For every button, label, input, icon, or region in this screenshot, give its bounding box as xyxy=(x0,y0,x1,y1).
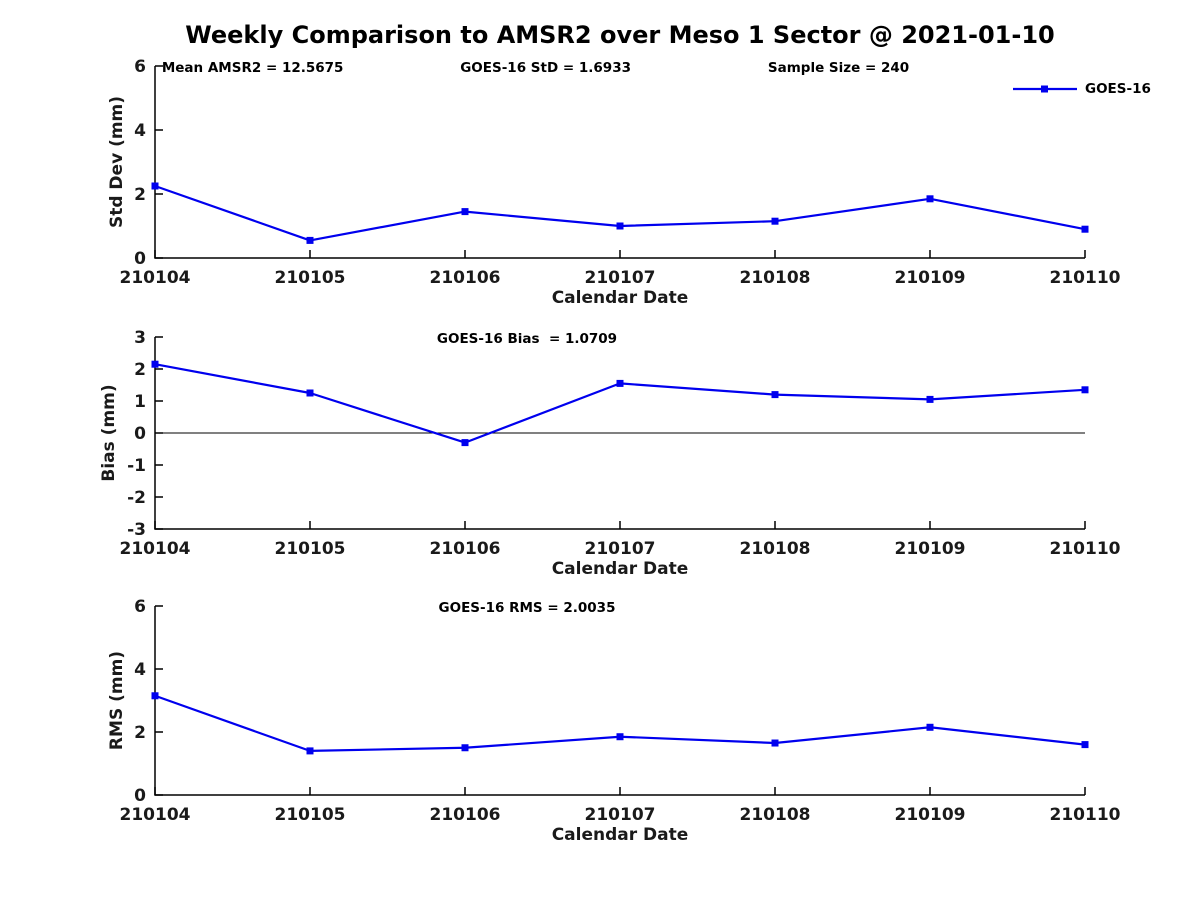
data-point-marker xyxy=(771,391,779,399)
series-line-goes-16 xyxy=(154,363,1086,444)
data-point-marker xyxy=(151,182,159,190)
data-point-marker xyxy=(926,723,934,731)
legend-label: GOES-16 xyxy=(1085,81,1151,97)
y-tick-label: 0 xyxy=(134,249,146,269)
series-line-goes-16 xyxy=(154,184,1086,242)
x-tick-label: 210105 xyxy=(275,539,346,559)
data-point-marker xyxy=(151,692,159,700)
x-tick-label: 210107 xyxy=(585,268,656,288)
x-tick-label: 210110 xyxy=(1050,539,1121,559)
y-tick-label: 3 xyxy=(134,328,146,348)
data-point-marker xyxy=(461,744,469,752)
annotation-text: GOES-16 StD = 1.6933 xyxy=(460,60,631,76)
data-point-marker xyxy=(1081,225,1089,233)
x-tick-label: 210104 xyxy=(120,268,191,288)
subplot-bias: -3 -2 -1 0 1 2 3 210104 210105 210106 210107 210108… xyxy=(99,328,1121,579)
data-point-marker xyxy=(926,195,934,203)
y-axis-label: RMS (mm) xyxy=(107,651,127,750)
y-tick-label: 6 xyxy=(134,57,146,77)
x-tick-label: 210108 xyxy=(740,539,811,559)
y-tick-label: -3 xyxy=(127,520,146,540)
data-point-marker xyxy=(306,236,314,244)
y-tick-label: 2 xyxy=(134,360,146,380)
annotation-text: Sample Size = 240 xyxy=(768,60,909,76)
y-tick-label: 0 xyxy=(134,786,146,806)
x-tick-label: 210110 xyxy=(1050,268,1121,288)
data-point-marker xyxy=(616,733,624,741)
x-tick-label: 210108 xyxy=(740,805,811,825)
data-point-marker xyxy=(461,208,469,216)
x-axis-label: Calendar Date xyxy=(552,825,689,845)
data-point-marker xyxy=(151,360,159,368)
y-tick-label: -2 xyxy=(127,488,146,508)
x-tick-label: 210107 xyxy=(585,805,656,825)
y-axis-label: Std Dev (mm) xyxy=(107,96,127,228)
data-point-marker xyxy=(771,217,779,225)
x-tick-label: 210107 xyxy=(585,539,656,559)
y-tick-label: 4 xyxy=(134,660,146,680)
data-point-marker xyxy=(616,379,624,387)
x-tick-label: 210109 xyxy=(895,539,966,559)
annotation-text: GOES-16 RMS = 2.0035 xyxy=(439,600,616,616)
y-tick-label: 0 xyxy=(134,424,146,444)
data-point-marker xyxy=(1081,741,1089,749)
data-point-marker xyxy=(1081,386,1089,394)
legend-series-marker-icon xyxy=(1041,85,1048,93)
y-tick-label: 2 xyxy=(134,185,146,205)
legend: GOES-16 xyxy=(1012,81,1151,97)
x-tick-label: 210104 xyxy=(120,805,191,825)
x-tick-label: 210105 xyxy=(275,268,346,288)
x-axis-label: Calendar Date xyxy=(552,288,689,308)
x-tick-label: 210109 xyxy=(895,805,966,825)
data-point-marker xyxy=(616,222,624,230)
annotation-text: Mean AMSR2 = 12.5675 xyxy=(162,60,344,76)
x-tick-label: 210105 xyxy=(275,805,346,825)
y-axis-label: Bias (mm) xyxy=(99,384,119,481)
y-tick-label: 4 xyxy=(134,121,146,141)
data-point-marker xyxy=(926,395,934,403)
data-point-marker xyxy=(461,439,469,447)
x-tick-label: 210108 xyxy=(740,268,811,288)
legend-line-swatch xyxy=(1013,85,1077,93)
x-tick-label: 210109 xyxy=(895,268,966,288)
data-point-marker xyxy=(306,389,314,397)
subplot-rms: 0 2 4 6 210104 210105 210106 210107 210108 210109… xyxy=(107,597,1121,845)
y-tick-label: 6 xyxy=(134,597,146,617)
x-tick-label: 210106 xyxy=(430,805,501,825)
data-point-marker xyxy=(771,739,779,747)
y-tick-label: 2 xyxy=(134,723,146,743)
x-tick-label: 210106 xyxy=(430,539,501,559)
data-point-marker xyxy=(306,747,314,755)
series-line-goes-16 xyxy=(154,694,1086,753)
x-tick-label: 210110 xyxy=(1050,805,1121,825)
x-axis-label: Calendar Date xyxy=(552,559,689,579)
subplot-std-dev: 0 2 4 6 210104 210105 210106 210107 210108 210109… xyxy=(107,57,1121,308)
y-tick-label: 1 xyxy=(134,392,146,412)
axis-frame xyxy=(154,606,1085,796)
figure-title: Weekly Comparison to AMSR2 over Meso 1 S… xyxy=(185,21,1055,49)
x-tick-label: 210104 xyxy=(120,539,191,559)
y-tick-label: -1 xyxy=(127,456,146,476)
annotation-text: GOES-16 Bias = 1.0709 xyxy=(437,331,617,347)
x-tick-label: 210106 xyxy=(430,268,501,288)
